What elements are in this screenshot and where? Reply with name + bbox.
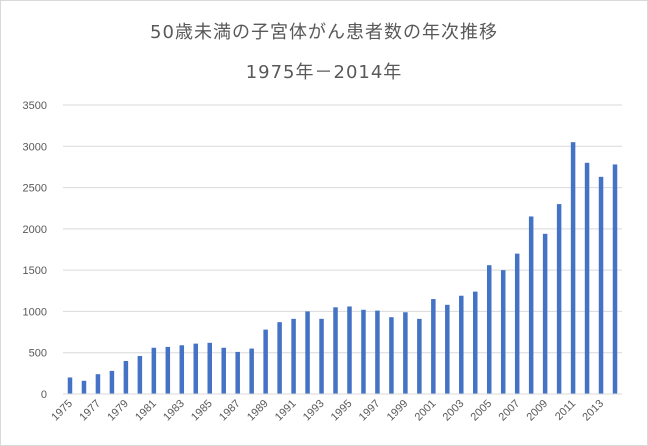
bar: [81, 380, 87, 394]
bar: [277, 322, 282, 394]
y-tick-label: 2500: [23, 183, 47, 195]
bar: [95, 374, 101, 394]
bar: [221, 347, 226, 394]
chart-subtitle: 1975年－2014年: [245, 62, 403, 83]
chart-title: 50歳未満の子宮体がん患者数の年次推移: [150, 22, 498, 43]
bar: [500, 270, 506, 394]
y-tick-label: 500: [29, 348, 47, 360]
bar: [193, 343, 199, 394]
bar: [361, 309, 366, 394]
x-tick-label: 1997: [357, 398, 383, 424]
bar: [235, 351, 240, 394]
bar: [305, 311, 310, 394]
x-tick-label: 1999: [385, 398, 411, 424]
bar: [179, 345, 185, 394]
x-tick-label: 1995: [329, 398, 355, 424]
bar: [389, 317, 394, 394]
y-tick-label: 3000: [23, 141, 47, 153]
bar: [542, 233, 548, 394]
x-tick-label: 2005: [469, 398, 495, 424]
bar: [473, 291, 478, 394]
bar: [333, 307, 338, 394]
bar: [319, 318, 324, 394]
x-tick-label: 1975: [49, 398, 75, 424]
bar: [417, 318, 422, 394]
bar: [291, 318, 296, 394]
bar: [486, 265, 492, 394]
x-tick-label: 1983: [161, 398, 187, 424]
bar: [445, 304, 450, 394]
x-tick-label: 2007: [497, 398, 523, 424]
x-tick-label: 1989: [245, 398, 271, 424]
x-tick-label: 2013: [580, 398, 606, 424]
bar: [612, 164, 618, 394]
bar: [109, 370, 115, 394]
x-tick-label: 1991: [273, 398, 299, 424]
x-tick-label: 2009: [524, 398, 550, 424]
y-tick-label: 0: [41, 389, 47, 401]
x-tick-label: 1977: [77, 398, 103, 424]
x-tick-label: 2011: [553, 398, 578, 423]
x-tick-label: 1981: [133, 398, 159, 424]
y-tick-label: 1500: [23, 265, 47, 277]
x-tick-label: 2001: [413, 398, 439, 424]
y-tick-label: 1000: [23, 306, 47, 318]
bar: [459, 295, 464, 394]
bar: [151, 347, 157, 394]
bar: [403, 312, 408, 394]
gridlines: [63, 104, 622, 354]
x-tick-label: 1985: [189, 398, 215, 424]
x-tick-label: 1993: [301, 398, 327, 424]
y-axis: 0 500 1000 1500 2000 2500 3000 3500: [23, 100, 47, 401]
bar: [137, 356, 143, 394]
x-tick-label: 1979: [105, 398, 131, 424]
bar-series: [67, 142, 618, 394]
bar: [165, 346, 171, 394]
x-tick-label: 1987: [217, 398, 243, 424]
bar: [556, 204, 562, 394]
bar: [207, 342, 212, 394]
bar: [528, 216, 534, 394]
bar: [67, 377, 73, 394]
x-tick-label: 2003: [441, 398, 467, 424]
bar: [123, 360, 129, 394]
x-axis: 1975 1977 1979 1981 1983 1985 1987 1989 1991 1993…: [49, 398, 606, 424]
bar: [375, 310, 380, 394]
y-tick-label: 3500: [23, 100, 47, 112]
y-tick-label: 2000: [23, 224, 47, 236]
bar: [431, 299, 436, 394]
bar: [514, 253, 520, 394]
bar: [570, 142, 576, 394]
bar: [249, 348, 254, 394]
bar: [263, 329, 268, 394]
bar: [598, 176, 604, 394]
bar: [584, 162, 590, 394]
bar: [347, 306, 352, 394]
